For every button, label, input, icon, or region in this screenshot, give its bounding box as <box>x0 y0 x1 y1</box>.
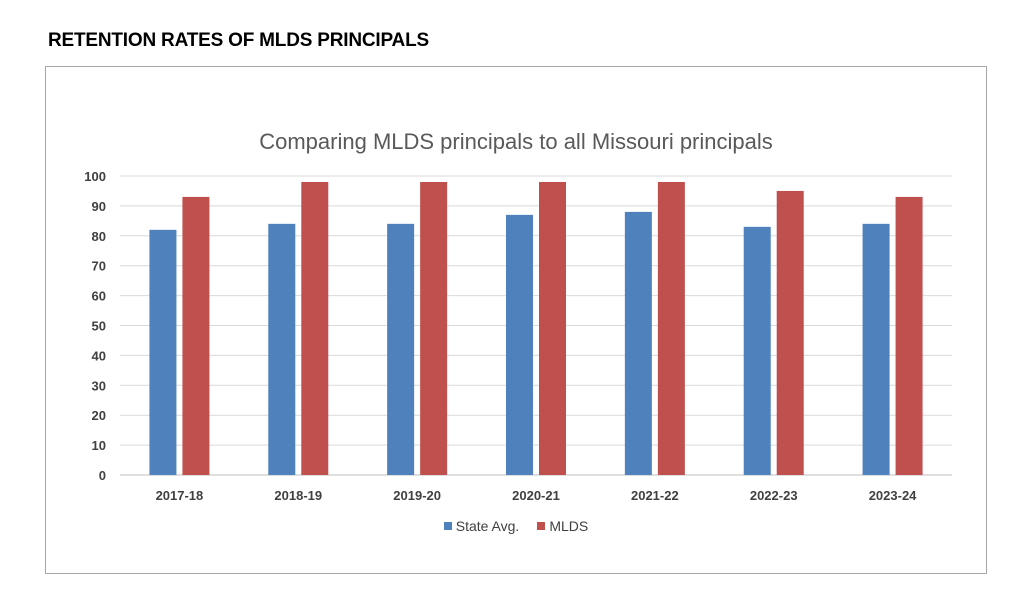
y-tick-label: 70 <box>92 259 106 274</box>
legend-item-mlds: MLDS <box>537 518 588 534</box>
y-tick-label: 100 <box>84 169 106 184</box>
bar-mlds <box>895 196 923 475</box>
page-heading: RETENTION RATES OF MLDS PRINCIPALS <box>48 30 429 51</box>
x-tick-label: 2020-21 <box>512 488 560 503</box>
bar-mlds <box>301 181 329 475</box>
chart-frame: Comparing MLDS principals to all Missour… <box>45 66 987 574</box>
legend-label-mlds: MLDS <box>549 518 589 534</box>
legend-swatch-state <box>443 522 452 530</box>
bar-state-avg <box>506 214 533 475</box>
y-tick-label: 80 <box>92 229 106 244</box>
x-tick-label: 2023-24 <box>869 488 917 503</box>
bar-state-avg <box>149 229 177 475</box>
bar-chart-plot: 0 10 20 30 40 50 60 70 80 90 100 2017-18 2018-19 2019… <box>84 169 952 503</box>
y-tick-label: 50 <box>92 319 106 334</box>
x-tick-label: 2021-22 <box>631 488 679 503</box>
legend-label-state: State Avg. <box>455 518 520 534</box>
y-tick-label: 60 <box>92 289 106 304</box>
bar-mlds <box>182 196 210 475</box>
y-tick-label: 10 <box>92 438 106 453</box>
chart-title: Comparing MLDS principals to all Missour… <box>259 129 773 154</box>
bar-state-avg <box>624 211 652 475</box>
x-tick-label: 2018-19 <box>274 488 322 503</box>
y-tick-label: 40 <box>92 348 106 363</box>
bar-mlds <box>776 190 804 475</box>
legend-item-state: State Avg. <box>443 518 520 534</box>
y-tick-label: 20 <box>92 408 106 423</box>
x-tick-label: 2022-23 <box>750 488 798 503</box>
bar-state-avg <box>387 223 415 475</box>
y-tick-label: 90 <box>92 199 106 214</box>
legend-swatch-mlds <box>537 522 546 530</box>
x-tick-label: 2019-20 <box>393 488 441 503</box>
bar-state-avg <box>862 223 890 475</box>
x-tick-label: 2017-18 <box>156 488 204 503</box>
bar-state-avg <box>268 223 296 475</box>
y-tick-label: 30 <box>92 378 106 393</box>
bar-mlds <box>539 181 566 475</box>
chart-legend: State Avg. MLDS <box>46 518 986 534</box>
bar-mlds <box>657 181 685 475</box>
y-tick-label: 0 <box>99 468 106 483</box>
bar-mlds <box>420 181 448 475</box>
bar-state-avg <box>743 226 771 475</box>
